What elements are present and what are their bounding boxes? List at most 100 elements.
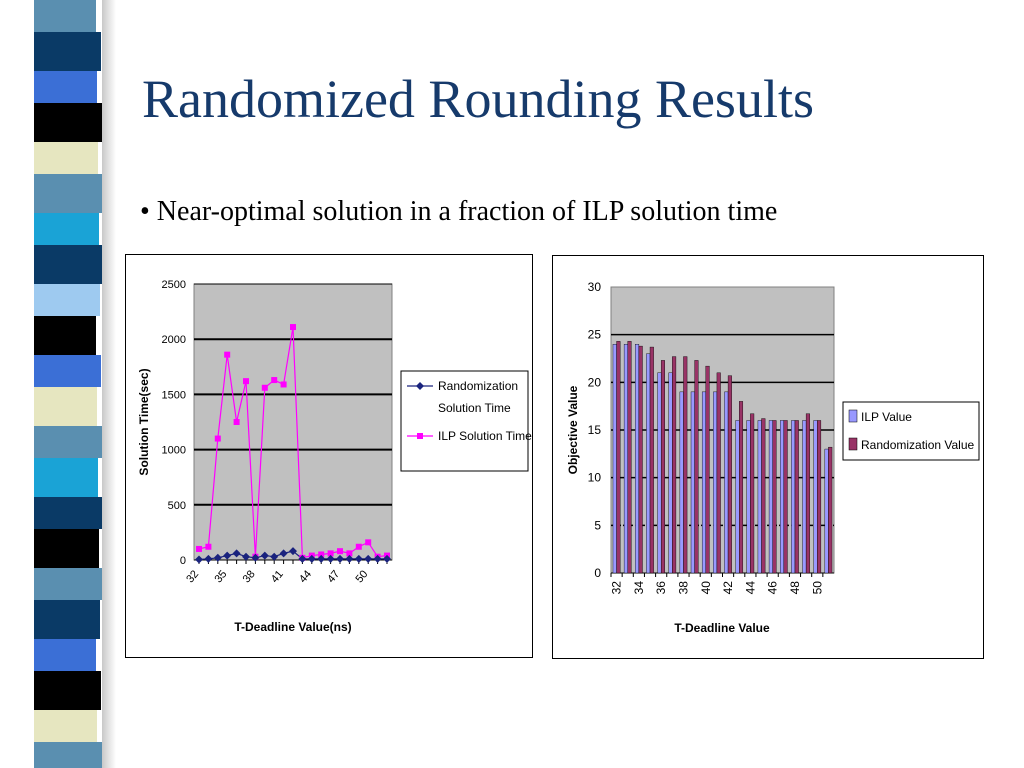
data-point [354,554,363,563]
data-point [213,553,222,562]
bar [761,418,766,574]
data-point [317,554,326,563]
bar [635,343,640,574]
y-tick-label: 20 [588,375,602,389]
bar [705,365,710,574]
x-tick-label: 42 [721,581,735,595]
stripe-block [34,497,103,529]
legend-swatch [848,409,858,423]
bar [739,401,744,574]
bar [646,353,651,574]
x-tick-label: 44 [743,581,757,595]
x-tick-label: 40 [699,581,713,595]
bar [623,343,628,574]
legend: ILP Value Randomization Value [842,401,980,461]
slide-title: Randomized Rounding Results [142,69,814,129]
bar [780,420,785,574]
stripe-block [34,355,101,387]
y-tick-label: 0 [594,566,601,580]
data-point [345,554,354,563]
objective-value-chart-frame: 0 5 10 15 20 25 30 32 34 36 38 40 42 44 46 48 50 Object… [552,255,984,659]
bar [627,341,632,574]
bar [735,420,740,574]
bar [813,420,818,574]
solution-time-chart: 0 500 1000 1500 2000 2500 32 35 38 41 44 47 50 Solu… [137,279,532,634]
y-tick-label: 500 [168,500,186,512]
stripe-block [34,32,101,71]
bar [828,446,833,574]
data-point [261,384,268,391]
data-point [383,554,391,563]
legend-marker [416,382,424,390]
data-point [243,378,249,385]
data-point [260,551,269,560]
data-point [365,539,372,546]
bar [727,375,732,574]
data-point [232,549,241,558]
data-point [318,551,325,558]
data-point [289,547,297,556]
legend-label: ILP Value [861,410,912,424]
data-point [336,554,344,563]
data-point [271,377,278,384]
bar [794,420,799,574]
x-tick-label: 44 [297,568,314,585]
solution-time-chart-frame: 0 500 1000 1500 2000 2500 32 35 38 41 44 47 50 Solu… [125,254,533,658]
bar [616,341,621,574]
x-tick-label: 38 [676,581,690,595]
bar [649,346,654,574]
stripe-block [34,742,102,768]
data-point [355,543,362,550]
data-point [251,553,260,562]
decorative-stripe [34,0,104,768]
stripe-block [34,387,97,426]
x-axis-label: T-Deadline Value(ns) [234,620,351,634]
y-tick-label: 0 [180,555,186,567]
y-tick-label: 25 [588,328,602,342]
legend: Randomization Solution Time ILP Solution T… [400,370,532,472]
stripe-block [34,639,96,671]
data-point [364,554,373,563]
stripe-block [34,671,101,710]
bar [783,420,788,574]
stripe-block [34,174,103,213]
bar [672,356,677,574]
bar [716,372,721,574]
x-tick-label: 46 [766,581,780,595]
data-point [326,554,335,563]
stripe-block [34,284,100,316]
bar [772,420,777,574]
x-tick-label: 34 [632,581,646,595]
data-point [337,548,343,555]
bar [657,372,662,574]
stripe-block [34,600,100,639]
bar [701,391,706,574]
bar [750,413,755,574]
data-point [233,419,240,425]
data-point [204,554,213,563]
bar [802,420,807,574]
x-tick-label: 48 [788,581,802,595]
data-point [346,550,353,557]
legend-swatch [848,437,858,451]
stripe-block [34,426,102,458]
legend-label: Solution Time [438,401,511,415]
bar [805,413,810,574]
y-tick-label: 30 [588,280,602,294]
bar [683,356,688,574]
data-point [242,552,250,561]
x-tick-label: 41 [269,568,286,585]
y-axis-label: Solution Time(sec) [137,368,151,475]
bar [817,420,822,574]
data-point [373,554,382,563]
x-tick-label: 47 [325,568,342,585]
data-point [327,550,334,557]
data-point [280,381,287,388]
y-tick-label: 5 [594,518,601,532]
y-tick-label: 10 [588,471,602,485]
stripe-shadow [102,0,116,768]
data-point [270,552,279,561]
stripe-block [34,710,97,742]
stripe-block [34,213,99,245]
stripe-block [34,103,102,142]
